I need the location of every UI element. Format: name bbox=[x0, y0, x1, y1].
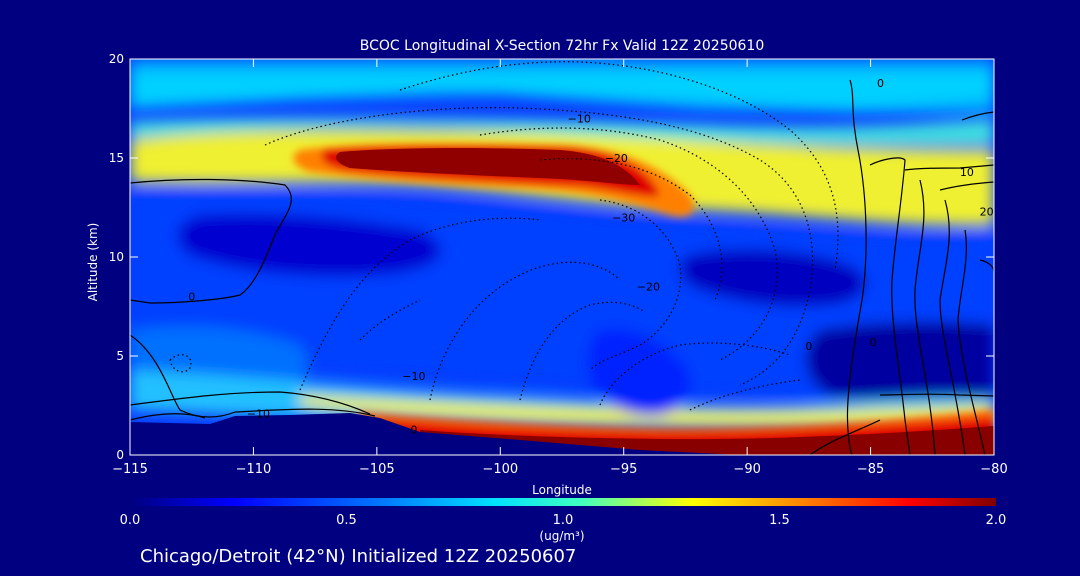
x-tick-label: −100 bbox=[482, 462, 518, 477]
contour-dotted bbox=[479, 127, 778, 361]
contour-solid-east bbox=[939, 199, 966, 455]
chart-title: BCOC Longitudinal X-Section 72hr Fx Vali… bbox=[360, 38, 764, 54]
terrain-mask bbox=[130, 413, 740, 455]
blue-plume-center bbox=[588, 329, 691, 416]
contour-label: −10 bbox=[402, 370, 425, 383]
contour-labels: −10 −20 −30 −20 −10 −10 0 0 0 0 0 10 20 bbox=[188, 77, 993, 437]
x-tick-label: −105 bbox=[359, 462, 395, 477]
contour-label: −20 bbox=[637, 281, 660, 294]
contour-label: 0 bbox=[877, 77, 884, 90]
y-tick-label: 20 bbox=[109, 52, 124, 66]
contour-label: −10 bbox=[247, 407, 270, 420]
contour-solid bbox=[130, 178, 292, 304]
contour-solid-ridge bbox=[879, 393, 994, 397]
contour-dotted bbox=[589, 199, 682, 371]
contour-label: 0 bbox=[410, 423, 417, 436]
x-axis-label: Longitude bbox=[532, 483, 592, 497]
contour-dotted bbox=[169, 354, 192, 373]
y-tick-label: 0 bbox=[116, 448, 124, 462]
x-tick-label: −85 bbox=[857, 462, 884, 477]
colorbar-tick-label: 1.0 bbox=[553, 513, 574, 528]
contour-label: 0 bbox=[188, 291, 195, 304]
y-tick-label: 5 bbox=[116, 349, 124, 363]
contour-solid bbox=[130, 334, 236, 418]
colorbar-tick-label: 0.5 bbox=[336, 513, 357, 528]
footer-caption: Chicago/Detroit (42°N) Initialized 12Z 2… bbox=[140, 546, 576, 567]
contour-solid-east bbox=[961, 111, 994, 121]
darkred-upper-core bbox=[336, 147, 640, 185]
dark-blue-core-west bbox=[177, 213, 441, 277]
contour-label: −10 bbox=[568, 112, 591, 125]
colorbar-ticks: 0.0 0.5 1.0 1.5 2.0 bbox=[120, 513, 1007, 528]
y-tick-label: 10 bbox=[109, 250, 124, 264]
contour-solid bbox=[130, 391, 371, 415]
colorbar-tick-label: 2.0 bbox=[986, 513, 1007, 528]
heatmap-field bbox=[130, 59, 994, 455]
x-tick-label: −90 bbox=[733, 462, 760, 477]
light-blue-top bbox=[130, 70, 994, 110]
contour-solid-east bbox=[846, 79, 867, 455]
contour-solid-east bbox=[914, 179, 936, 455]
contour-label: 0 bbox=[870, 336, 877, 349]
contour-solid-east bbox=[939, 181, 994, 191]
contour-solid-east bbox=[869, 157, 911, 455]
dark-blue-core-east bbox=[679, 249, 866, 307]
y-axis-ticks: 0 5 10 15 20 bbox=[109, 52, 994, 462]
colorbar-tick-label: 0.0 bbox=[120, 513, 141, 528]
cyan-upper-edge bbox=[130, 118, 994, 146]
contour-label: −30 bbox=[612, 211, 635, 224]
contour-lines-dotted bbox=[169, 61, 839, 411]
colorbar-unit-label: (ug/m³) bbox=[539, 529, 584, 543]
x-tick-label: −80 bbox=[980, 462, 1007, 477]
contour-solid-east bbox=[809, 419, 881, 455]
colorbar bbox=[130, 498, 996, 506]
contour-label: 10 bbox=[960, 166, 974, 179]
x-tick-label: −110 bbox=[236, 462, 272, 477]
contour-solid-east bbox=[957, 229, 986, 455]
y-axis-label: Altitude (km) bbox=[86, 223, 100, 302]
contour-label: −20 bbox=[605, 152, 628, 165]
y-tick-label: 15 bbox=[109, 151, 124, 165]
contour-solid bbox=[130, 413, 206, 421]
contour-label: 20 bbox=[980, 205, 994, 218]
contour-solid bbox=[234, 408, 376, 417]
contour-label: 0 bbox=[805, 340, 812, 353]
dark-blue-lower-east bbox=[806, 321, 994, 404]
contour-dotted bbox=[689, 379, 801, 411]
x-tick-label: −115 bbox=[112, 462, 148, 477]
x-tick-label: −95 bbox=[610, 462, 637, 477]
colorbar-tick-label: 1.5 bbox=[769, 513, 790, 528]
contour-dotted bbox=[399, 61, 839, 271]
contour-dotted bbox=[264, 107, 814, 386]
contour-solid-east bbox=[904, 164, 994, 171]
contour-lines bbox=[130, 79, 994, 455]
contour-dotted bbox=[299, 217, 541, 391]
contour-dotted bbox=[539, 158, 723, 301]
x-axis-ticks: −115 −110 −105 −100 −95 −90 −85 −80 bbox=[112, 59, 1008, 477]
